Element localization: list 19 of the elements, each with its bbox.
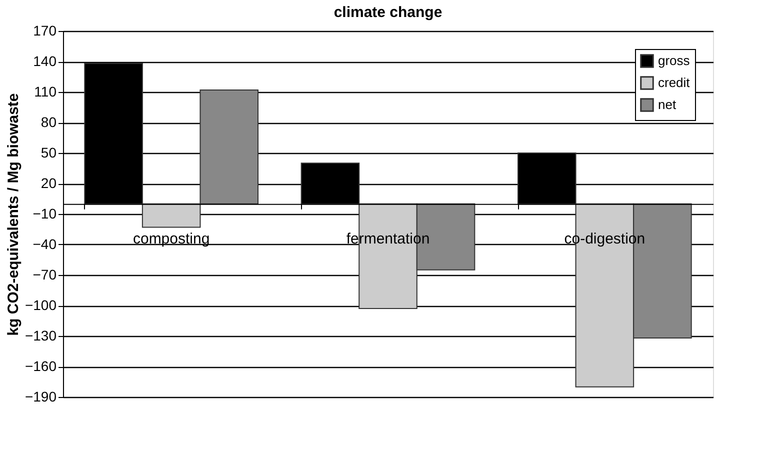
y-tick-label: 140 xyxy=(33,53,57,69)
y-tick-label: −160 xyxy=(24,358,57,374)
y-tick-label: −100 xyxy=(24,297,57,313)
y-tick-label: −130 xyxy=(24,328,57,344)
legend-label: credit xyxy=(658,75,690,90)
y-tick-label: −190 xyxy=(24,388,57,404)
y-tick-label: 50 xyxy=(40,144,57,160)
chart-title: climate change xyxy=(334,4,442,21)
y-tick-label: 170 xyxy=(33,22,57,38)
y-tick-label: 20 xyxy=(40,175,57,191)
y-axis-title: kg CO2-equivalents / Mg biowaste xyxy=(4,93,22,336)
legend-label: net xyxy=(658,97,676,112)
x-tick-label: composting xyxy=(132,230,210,248)
y-tick-label: 110 xyxy=(34,84,57,100)
y-tick-label: −10 xyxy=(32,206,57,222)
y-tick-label: −70 xyxy=(32,266,57,282)
y-tick-label: −40 xyxy=(32,236,57,252)
legend-label: gross xyxy=(658,53,690,68)
y-tick-label: 80 xyxy=(40,114,57,130)
